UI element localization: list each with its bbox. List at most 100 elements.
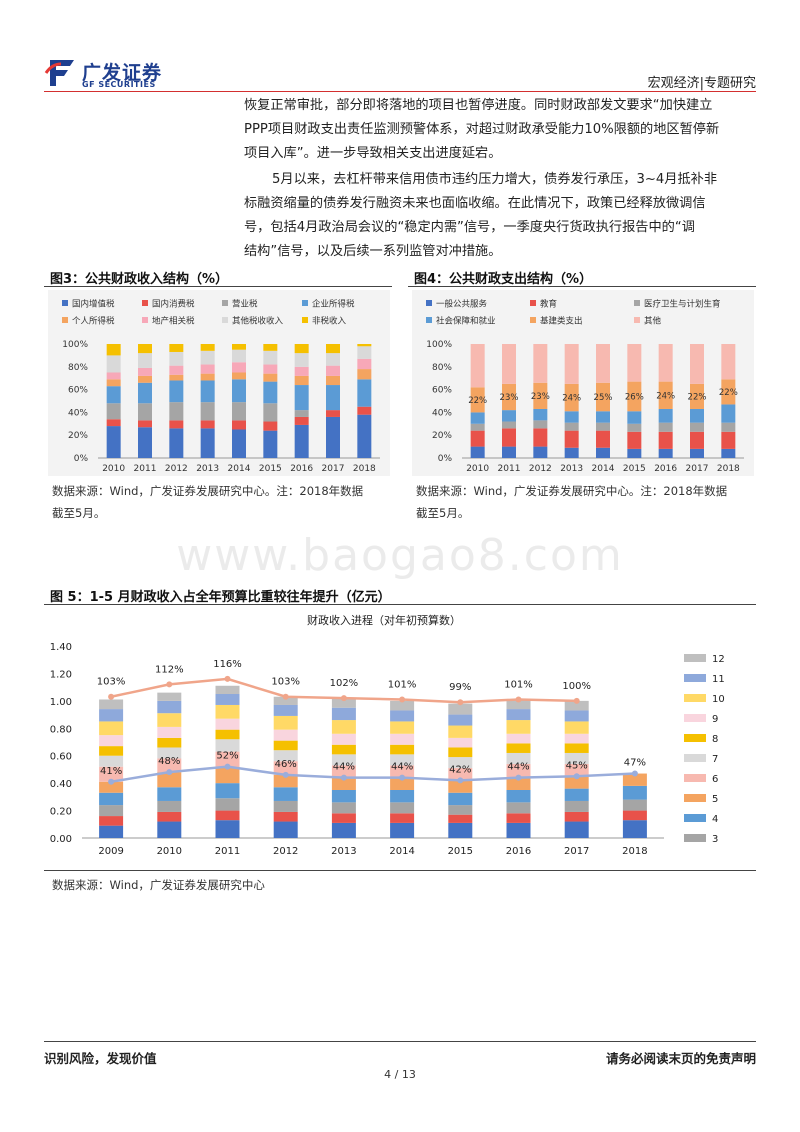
legend-swatch	[302, 300, 308, 306]
gf-logo-icon	[44, 60, 74, 86]
bar-segment	[232, 420, 246, 430]
bar-segment	[506, 790, 531, 803]
y-tick-label: 0%	[74, 454, 89, 464]
bar-segment	[263, 421, 278, 431]
y-tick-label: 80%	[432, 363, 452, 373]
bar-segment	[215, 729, 240, 740]
x-tick-label: 2011	[134, 464, 157, 474]
data-label: 99%	[449, 682, 471, 693]
figure5-source: 数据来源：Wind，广发证券发展研究中心	[52, 878, 265, 892]
bar-segment	[622, 773, 647, 786]
y-tick-label: 20%	[432, 431, 452, 441]
bar-segment	[331, 790, 356, 803]
bar-segment	[331, 720, 356, 734]
bar-segment	[564, 447, 579, 458]
bar-segment	[326, 353, 340, 366]
bar-segment	[200, 373, 215, 381]
bar-segment	[273, 787, 298, 801]
bar-segment	[215, 766, 240, 784]
watermark: www.baogao8.com	[176, 530, 624, 581]
legend-swatch	[426, 300, 432, 306]
data-label: 116%	[213, 659, 242, 670]
bar-segment	[99, 735, 124, 747]
x-tick-label: 2011	[215, 846, 240, 857]
x-tick-label: 2018	[622, 846, 647, 857]
logo-chinese-name: 广发证券	[82, 62, 163, 84]
bar-segment	[106, 355, 121, 373]
legend-label: 国内消费税	[152, 299, 195, 310]
bar-segment	[390, 744, 415, 755]
bar-segment	[157, 700, 182, 714]
paragraph-2: 5月以来，去杠杆带来信用债市违约压力增大，债券发行承压，3~4月抵补非 标融资缩…	[244, 168, 758, 264]
bar-segment	[99, 699, 124, 710]
bar-segment	[564, 710, 589, 722]
bar-segment	[502, 421, 516, 429]
legend-label: 个人所得税	[72, 316, 115, 327]
figure5-bottom-rule	[44, 870, 756, 871]
bar-segment	[448, 737, 473, 748]
bar-segment	[169, 365, 184, 375]
data-label: 44%	[333, 762, 355, 773]
y-tick-label: 1.20	[50, 669, 72, 680]
figure3-title: 图3：公共财政收入结构（%）	[50, 272, 229, 287]
y-tick-label: 0%	[438, 454, 453, 464]
bar-segment	[506, 813, 531, 823]
bar-segment	[263, 350, 278, 365]
bar-segment	[357, 358, 372, 370]
bar-segment	[169, 374, 184, 381]
line-point	[515, 774, 522, 781]
source-line: 截至5月。	[416, 506, 470, 520]
bar-segment	[106, 386, 121, 404]
x-tick-label: 2015	[623, 464, 646, 474]
bar-segment	[215, 783, 240, 799]
legend-label: 3	[712, 834, 718, 845]
figure3-source: 数据来源：Wind，广发证券发展研究中心。注：2018年数据 截至5月。	[52, 480, 392, 524]
bar-segment	[138, 420, 152, 428]
bar-segment	[99, 792, 124, 806]
bar-segment	[506, 699, 531, 710]
bar-segment	[326, 410, 340, 417]
bar-segment	[448, 768, 473, 781]
bar-segment	[99, 781, 124, 793]
bar-segment	[596, 411, 610, 423]
bar-segment	[200, 350, 215, 365]
bar-segment	[99, 825, 124, 838]
y-tick-label: 20%	[68, 431, 88, 441]
bar-segment	[232, 379, 246, 403]
legend-label: 地产相关税	[152, 316, 195, 327]
data-label: 103%	[97, 677, 126, 688]
bar-segment	[232, 349, 246, 363]
bar-segment	[99, 746, 124, 756]
data-label: 102%	[330, 678, 359, 689]
bar-segment	[564, 811, 589, 822]
line-point	[224, 763, 231, 770]
legend-label: 9	[712, 714, 718, 725]
figure5-title: 图 5：1-5 月财政收入占全年预算比重较往年提升（亿元）	[50, 590, 391, 605]
line-point	[573, 697, 580, 704]
bar-segment	[106, 344, 121, 356]
y-tick-label: 0.40	[50, 779, 72, 790]
x-tick-label: 2010	[466, 464, 489, 474]
line-point	[282, 771, 289, 778]
bar-segment	[273, 774, 298, 788]
bar-segment	[658, 448, 673, 458]
bar-segment	[470, 387, 485, 413]
bar-segment	[506, 802, 531, 814]
legend-label: 教育	[540, 299, 557, 310]
x-tick-label: 2017	[564, 846, 589, 857]
bar-segment	[169, 402, 184, 421]
bar-segment	[564, 430, 579, 448]
bar-segment	[502, 428, 516, 447]
bar-segment	[506, 763, 531, 778]
y-tick-label: 60%	[68, 386, 88, 396]
bar-segment	[470, 423, 485, 431]
bar-segment	[658, 344, 673, 382]
bar-segment	[331, 744, 356, 755]
data-label: 44%	[391, 762, 413, 773]
line-point	[282, 693, 289, 700]
bar-segment	[564, 743, 589, 753]
bar-segment	[721, 448, 736, 458]
line-point	[224, 675, 231, 682]
data-label: 52%	[216, 751, 238, 762]
bar-segment	[448, 714, 473, 726]
